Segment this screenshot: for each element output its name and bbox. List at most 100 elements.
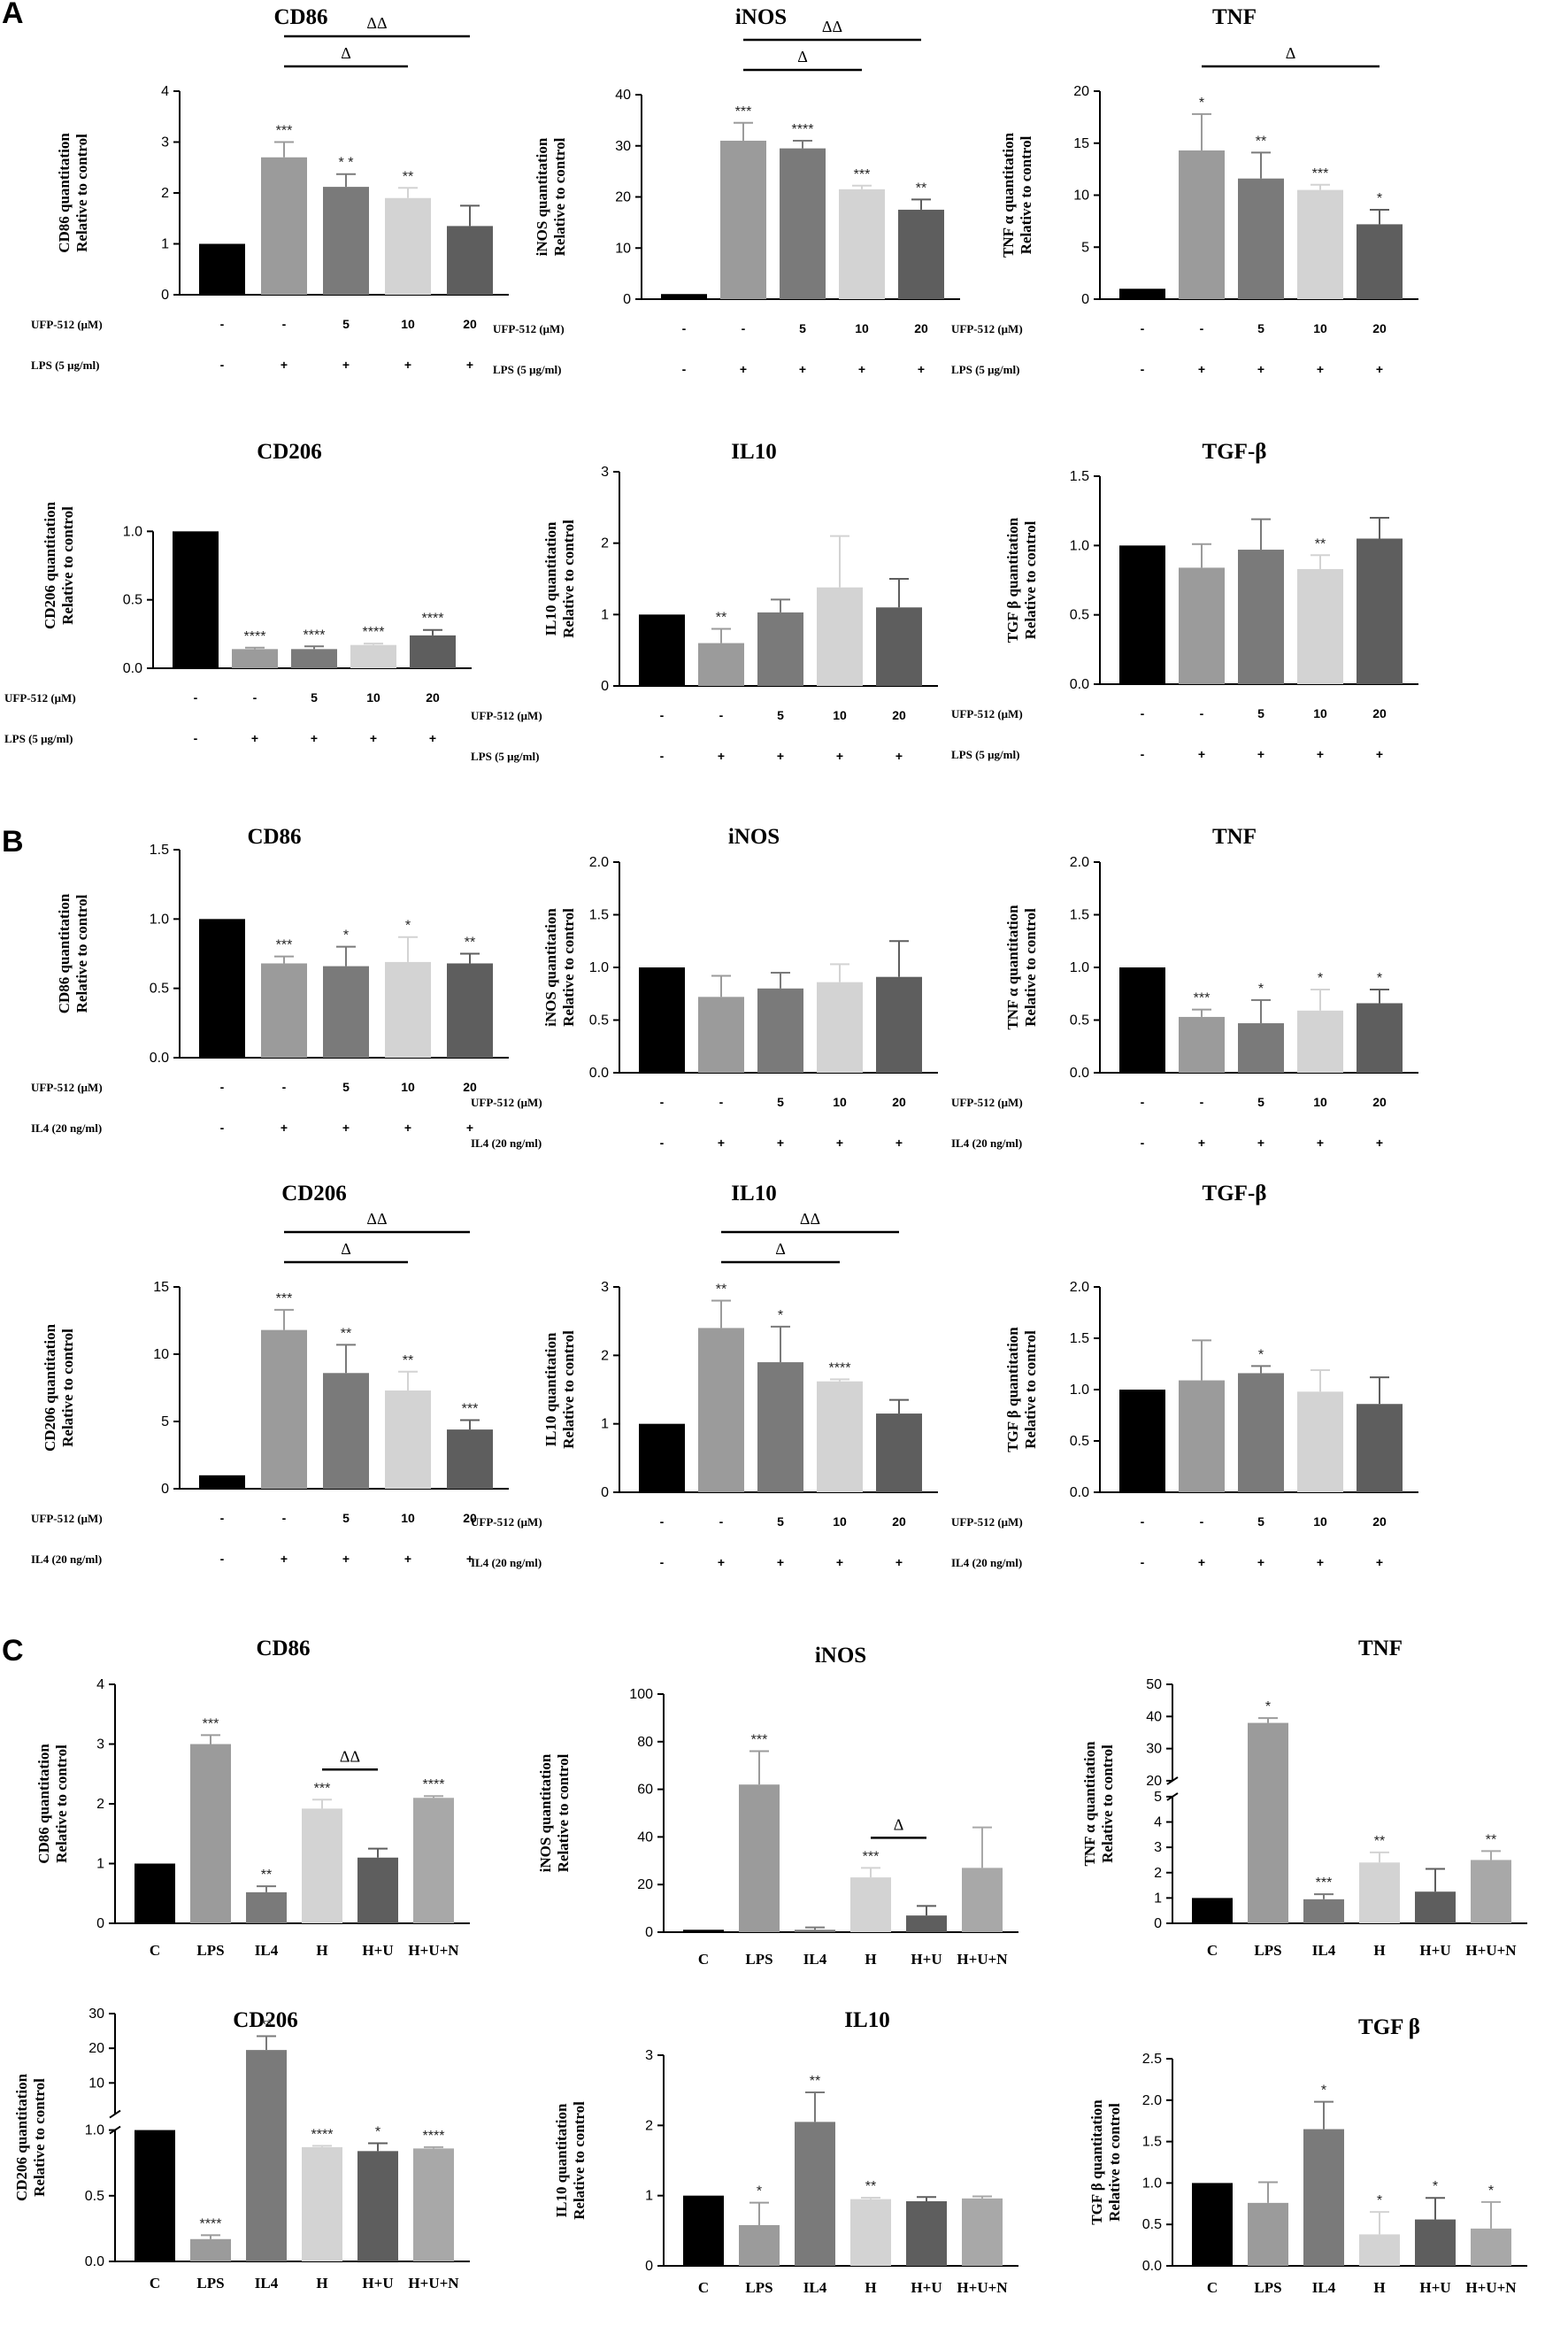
- y-tick-label: 0: [1154, 1916, 1162, 1931]
- chart-title: CD86: [273, 5, 327, 29]
- treatment-row-value: 10: [1313, 706, 1327, 720]
- treatment-row-value: -: [719, 708, 724, 722]
- treatment-row-value: -: [742, 321, 746, 335]
- bar: [757, 988, 803, 1073]
- y-tick-label: 10: [615, 241, 631, 256]
- significance-stars: **: [716, 1282, 726, 1297]
- treatment-row-value: 5: [777, 708, 784, 722]
- significance-stars: ***: [854, 167, 871, 182]
- y-tick-label: 1.0: [1142, 2176, 1162, 2191]
- axis-break-mark: [109, 2109, 121, 2119]
- bracket-label: Δ: [797, 48, 808, 65]
- treatment-row-label: IL4 (20 ng/ml): [471, 1556, 542, 1569]
- bar: [1471, 2228, 1511, 2266]
- significance-stars: **: [261, 2017, 272, 2032]
- treatment-row-value: +: [1257, 747, 1264, 761]
- treatment-row-value: 20: [1372, 321, 1387, 335]
- treatment-row-value: -: [660, 1095, 665, 1109]
- treatment-row-value: +: [918, 362, 925, 376]
- bar: [1471, 1860, 1511, 1923]
- bar: [385, 197, 431, 295]
- treatment-row-value: -: [682, 362, 687, 376]
- category-label: H+U: [362, 2275, 393, 2292]
- bar: [906, 1915, 947, 1932]
- y-tick-label: 0: [96, 1916, 104, 1931]
- category-label: H+U: [911, 2279, 942, 2296]
- y-axis-label: Relative to control: [59, 1329, 76, 1447]
- treatment-row-value: -: [194, 690, 198, 705]
- treatment-row-value: -: [1200, 321, 1204, 335]
- treatment-row-value: +: [342, 1121, 350, 1135]
- y-tick-label: 0.0: [1070, 677, 1089, 692]
- y-tick-label: 0: [161, 288, 169, 303]
- treatment-row-value: -: [220, 1121, 225, 1135]
- treatment-row-label: UFP-512 (μM): [951, 1515, 1023, 1529]
- bar: [1192, 1898, 1233, 1923]
- bar: [876, 1413, 922, 1492]
- y-tick-label: 2.0: [1142, 2093, 1162, 2108]
- category-label: C: [150, 1942, 160, 1959]
- treatment-row-value: +: [858, 362, 865, 376]
- bar: [1119, 545, 1165, 684]
- y-tick-label: 0.0: [85, 2254, 104, 2269]
- bar: [795, 2122, 835, 2266]
- bar: [1179, 150, 1225, 299]
- treatment-row-value: +: [429, 731, 436, 745]
- y-tick-label: 1.0: [1070, 1383, 1089, 1398]
- treatment-row-label: UFP-512 (μM): [471, 1515, 542, 1529]
- bar: [447, 226, 493, 295]
- bar: [1297, 1391, 1343, 1492]
- bar: [639, 1423, 685, 1492]
- significance-stars: ****: [423, 1777, 445, 1792]
- bar: [246, 2050, 287, 2261]
- treatment-row-value: +: [404, 1121, 411, 1135]
- treatment-row-value: -: [220, 1080, 225, 1094]
- treatment-row-value: 5: [342, 317, 350, 331]
- category-label: H+U: [362, 1942, 393, 1959]
- treatment-row-value: +: [836, 1555, 843, 1569]
- treatment-row-value: 10: [833, 708, 847, 722]
- treatment-row-value: -: [1141, 362, 1145, 376]
- significance-stars: **: [465, 936, 475, 951]
- treatment-row-value: +: [895, 749, 903, 763]
- significance-stars: **: [403, 169, 413, 184]
- treatment-row-value: 5: [799, 321, 806, 335]
- category-label: IL4: [803, 2279, 827, 2296]
- category-label: IL4: [1312, 2279, 1336, 2296]
- bar: [135, 2130, 175, 2261]
- significance-stars: *: [405, 919, 411, 934]
- y-tick-label: 40: [615, 88, 631, 103]
- chart-title: TGF-β: [1203, 440, 1267, 464]
- treatment-row-value: +: [281, 1552, 288, 1566]
- bar: [1238, 178, 1284, 299]
- treatment-row-value: 20: [1372, 1514, 1387, 1529]
- y-axis-label: CD86 quantitation: [56, 133, 73, 253]
- treatment-row-value: -: [660, 1136, 665, 1150]
- treatment-row-value: +: [718, 1555, 725, 1569]
- chart-a3: 0 5 10 15 20 TNF TNF α quantitation Relative to…: [951, 5, 1418, 376]
- treatment-row-value: +: [1376, 362, 1383, 376]
- chart-title: IL10: [731, 440, 776, 464]
- y-axis-label: Relative to control: [1018, 135, 1034, 254]
- y-tick-label: 1.5: [1070, 908, 1089, 923]
- treatment-row-label: IL4 (20 ng/ml): [951, 1136, 1022, 1150]
- y-tick-label: 20: [637, 1877, 653, 1892]
- bar: [1297, 189, 1343, 299]
- treatment-row-label: LPS (5 μg/ml): [31, 358, 99, 372]
- significance-stars: ***: [863, 1849, 880, 1864]
- significance-stars: **: [716, 610, 726, 625]
- bracket-label: ΔΔ: [822, 18, 842, 35]
- chart-b1: 0.0 0.5 1.0 1.5 CD86 CD86 quantitation Relativ…: [31, 825, 509, 1135]
- chart-b2: 0.0 0.5 1.0 1.5 2.0 iNOS iNOS quantitation Rela…: [471, 825, 938, 1150]
- y-tick-label: 2: [601, 536, 609, 551]
- bar: [410, 635, 456, 668]
- category-label: LPS: [196, 2275, 224, 2292]
- treatment-row-value: -: [282, 317, 287, 331]
- bar: [1415, 2219, 1456, 2266]
- treatment-row-value: -: [253, 690, 257, 705]
- chart-title: TGF β: [1358, 2015, 1420, 2039]
- treatment-row-label: IL4 (20 ng/ml): [31, 1121, 102, 1135]
- significance-stars: ****: [422, 612, 444, 627]
- chart-c4: 0.0 0.5 1.0 10 20 30 CD206 CD206 quantitation Re…: [13, 2007, 470, 2292]
